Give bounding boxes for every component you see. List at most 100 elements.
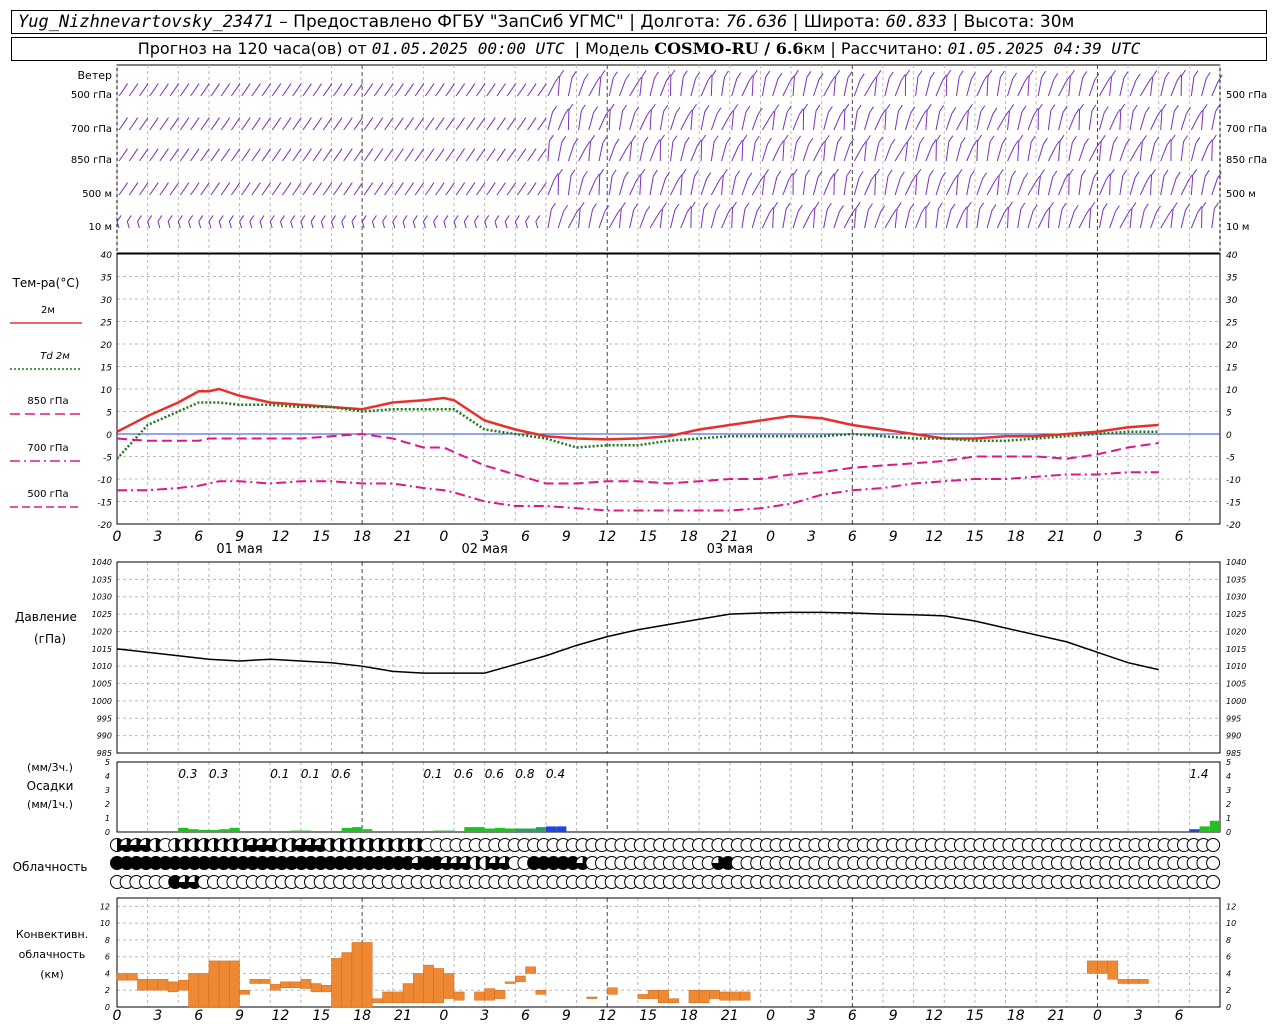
wind-barb: [190, 154, 196, 162]
wind-barb: [853, 177, 860, 196]
conv-tick-left: 0: [105, 1003, 110, 1012]
wind-barb: [249, 221, 253, 229]
wind-barb-feather: [470, 117, 476, 124]
wind-barb-feather: [306, 83, 312, 90]
wind-barb: [1139, 82, 1149, 97]
wind-barb: [588, 141, 592, 162]
wind-barb-feather: [856, 104, 862, 112]
cloud-cover-threequarter: [120, 838, 134, 852]
wind-barb: [1047, 208, 1051, 229]
wind-barb: [792, 114, 800, 131]
wind-barb: [404, 89, 410, 97]
wind-barb: [772, 146, 781, 162]
wind-barb-feather: [225, 148, 231, 155]
wind-barb-feather: [580, 104, 586, 112]
wind-barb: [527, 154, 533, 162]
station-name: Yug_Nizhnevartovsky_23471: [18, 12, 274, 32]
wind-barb: [680, 115, 689, 131]
wind-barb: [1027, 76, 1030, 97]
wind-barb-feather: [460, 83, 466, 90]
wind-barb: [741, 178, 749, 196]
wind-barb-feather: [470, 83, 476, 90]
wind-barb-feather: [999, 70, 1005, 78]
wind-barb: [884, 144, 892, 162]
wind-barb: [731, 78, 738, 97]
wind-barb-feather: [317, 148, 323, 155]
wind-barb-feather: [1041, 70, 1047, 78]
wind-barb: [1139, 112, 1146, 131]
conv-bar: [515, 975, 526, 983]
wind-barb-feather: [147, 215, 153, 222]
wind-barb-feather: [907, 135, 913, 142]
wind-barb-feather: [1109, 168, 1115, 176]
wind-barb: [384, 188, 390, 196]
wind-barb: [1201, 110, 1204, 131]
precip-tick-right: 3: [1226, 786, 1231, 795]
precip-title: Осадки: [27, 779, 74, 793]
wind-barb-feather: [665, 171, 671, 179]
wind-barb-feather: [177, 215, 183, 222]
wind-barb: [833, 211, 840, 229]
wind-barb-feather: [143, 83, 149, 90]
wind-barb-feather: [1033, 107, 1039, 115]
wind-barb-feather: [1059, 134, 1065, 142]
wind-barb-feather: [184, 83, 190, 90]
wind-barb-feather: [558, 168, 563, 176]
wind-barb: [915, 142, 921, 162]
wind-barb: [1190, 115, 1199, 131]
conv-bar: [719, 991, 730, 1001]
wind-barb: [1150, 115, 1158, 131]
precip-bar: [1199, 826, 1210, 832]
forecast-from: 01.05.2025 00:00 UTC: [371, 39, 565, 58]
wind-barb-feather: [826, 203, 832, 210]
wind-barb-feather: [686, 206, 692, 213]
wind-barb: [333, 89, 339, 97]
wind-barb: [690, 176, 696, 196]
temp-x-tick: 3: [153, 529, 162, 545]
wind-barb: [823, 179, 831, 196]
conv-bar: [341, 952, 353, 1008]
wind-barb: [516, 188, 523, 196]
conv-bar: [198, 973, 210, 1008]
wind-barb-feather: [921, 205, 927, 213]
wind-barb-feather: [1020, 202, 1026, 210]
wind-barb-feather: [987, 69, 993, 77]
wind-barb-feather: [796, 135, 801, 143]
wind-barb-feather: [398, 83, 404, 90]
conv-x-tick: 12: [925, 1008, 943, 1024]
wind-barb: [812, 110, 817, 131]
temp-legend-label: 2м: [41, 305, 55, 316]
wind-barb-feather: [890, 138, 896, 146]
wind-barb: [465, 154, 472, 162]
wind-barb: [139, 123, 145, 131]
wind-barb: [290, 221, 294, 229]
wind-barb: [230, 89, 237, 97]
wind-barb-feather: [347, 117, 353, 124]
pres-tick-left: 990: [97, 732, 112, 741]
wind-barb: [1027, 181, 1037, 196]
wind-barb-feather: [859, 73, 865, 81]
wind-barb: [598, 76, 602, 97]
wind-barb-feather: [449, 182, 455, 189]
wind-barb-feather: [358, 148, 363, 155]
wind-barb-feather: [1102, 203, 1108, 210]
pres-tick-right: 985: [1226, 749, 1241, 758]
wind-barb: [322, 154, 329, 162]
wind-barb: [259, 221, 263, 229]
wind-barb-feather: [419, 182, 425, 189]
wind-barb-feather: [834, 168, 839, 176]
wind-barb-feather: [745, 105, 751, 113]
wind-barb-feather: [776, 170, 782, 178]
temp-tick-left: -20: [97, 521, 112, 531]
wind-barb: [751, 210, 758, 229]
wind-barb: [884, 110, 887, 131]
wind-barb: [966, 110, 969, 131]
wind-barb: [731, 176, 737, 196]
wind-barb-feather: [1007, 201, 1013, 209]
wind-barb: [1027, 142, 1032, 162]
wind-barb: [721, 116, 730, 131]
temp-date-label: 02 мая: [462, 542, 508, 557]
precip-tick-left: 1: [105, 814, 110, 823]
wind-barb: [608, 110, 611, 131]
temp-legend-label: Td 2м: [40, 351, 70, 362]
